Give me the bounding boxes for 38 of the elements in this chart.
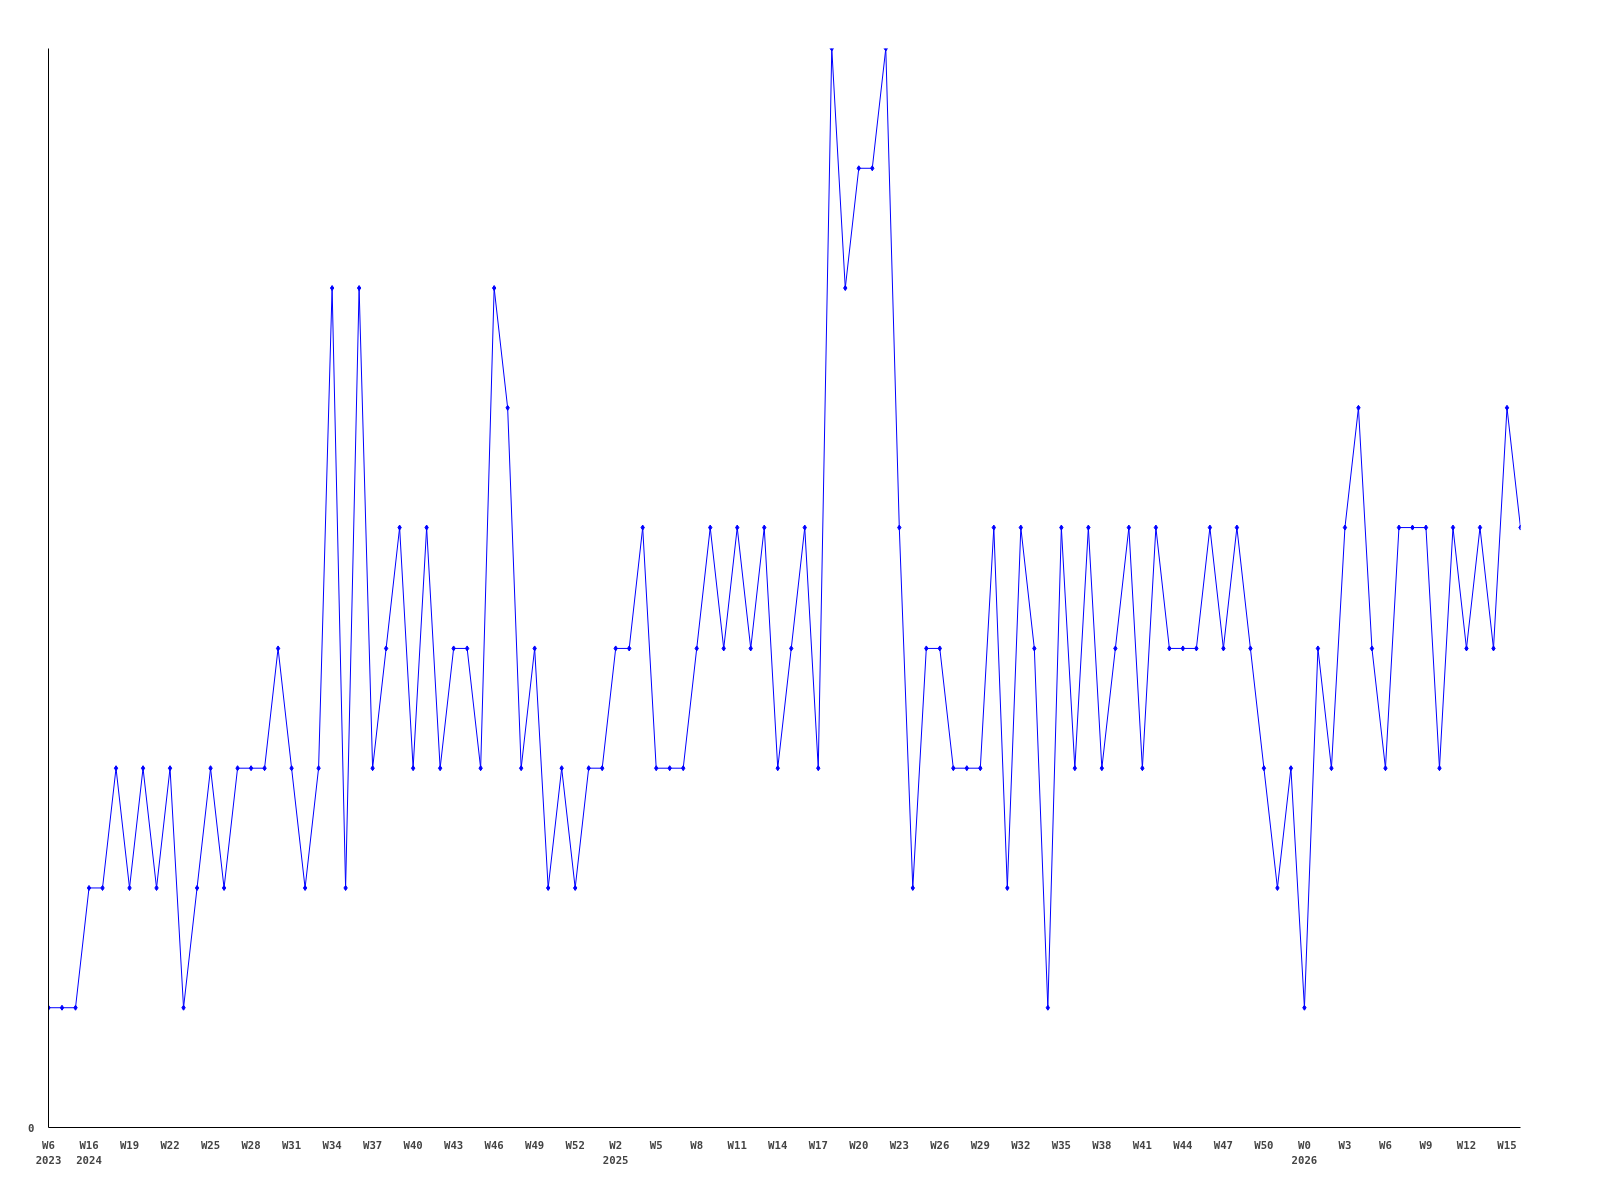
x-tick-label: W15 [1497, 1138, 1517, 1152]
x-tick-label: W17 [808, 1138, 828, 1152]
x-tick-label: W5 [649, 1138, 663, 1152]
x-tick-label: W3 [1338, 1138, 1352, 1152]
x-tick-label: W11 [727, 1138, 747, 1152]
x-tick-label: W22 [160, 1138, 180, 1152]
x-tick-label: W16 2024 [76, 1138, 102, 1168]
x-tick-label: W0 2026 [1291, 1138, 1318, 1168]
x-tick-label: W6 [1379, 1138, 1392, 1152]
x-tick-label: W14 [768, 1138, 788, 1152]
x-tick-label: W40 [403, 1138, 423, 1152]
x-tick-label: W32 [1011, 1138, 1031, 1152]
x-tick-label: W19 [119, 1138, 140, 1152]
x-tick-label: W26 [930, 1138, 950, 1152]
x-tick-label: W31 [281, 1138, 302, 1152]
x-tick-label: W50 [1254, 1138, 1274, 1152]
x-tick-label: W41 [1132, 1138, 1152, 1152]
x-tick-label: W37 [362, 1138, 383, 1152]
x-tick-label: W23 [889, 1138, 909, 1152]
x-tick-label: W25 [200, 1138, 221, 1152]
x-tick-label: W29 [970, 1138, 990, 1152]
x-tick-label: W8 [690, 1138, 704, 1152]
x-tick-label: W6 2023 [35, 1138, 62, 1168]
x-tick-label: W20 [849, 1138, 869, 1152]
x-tick-label: W9 [1419, 1138, 1433, 1152]
x-tick-label: W38 [1092, 1138, 1112, 1152]
x-tick-label: W12 [1456, 1138, 1477, 1152]
x-tick-label: W34 [322, 1138, 342, 1152]
x-tick-label: W44 [1173, 1138, 1193, 1152]
x-tick-label: W43 [444, 1138, 464, 1152]
x-tick-label: W46 [484, 1138, 504, 1152]
text: 0 [28, 1121, 35, 1135]
x-tick-label: W47 [1213, 1138, 1234, 1152]
x-tick-label: W28 [241, 1138, 261, 1152]
x-tick-label: W52 [565, 1138, 585, 1152]
x-tick-label: W2 2025 [602, 1138, 629, 1168]
x-tick-label: W49 [525, 1138, 545, 1152]
x-tick-label: W35 [1051, 1138, 1071, 1152]
